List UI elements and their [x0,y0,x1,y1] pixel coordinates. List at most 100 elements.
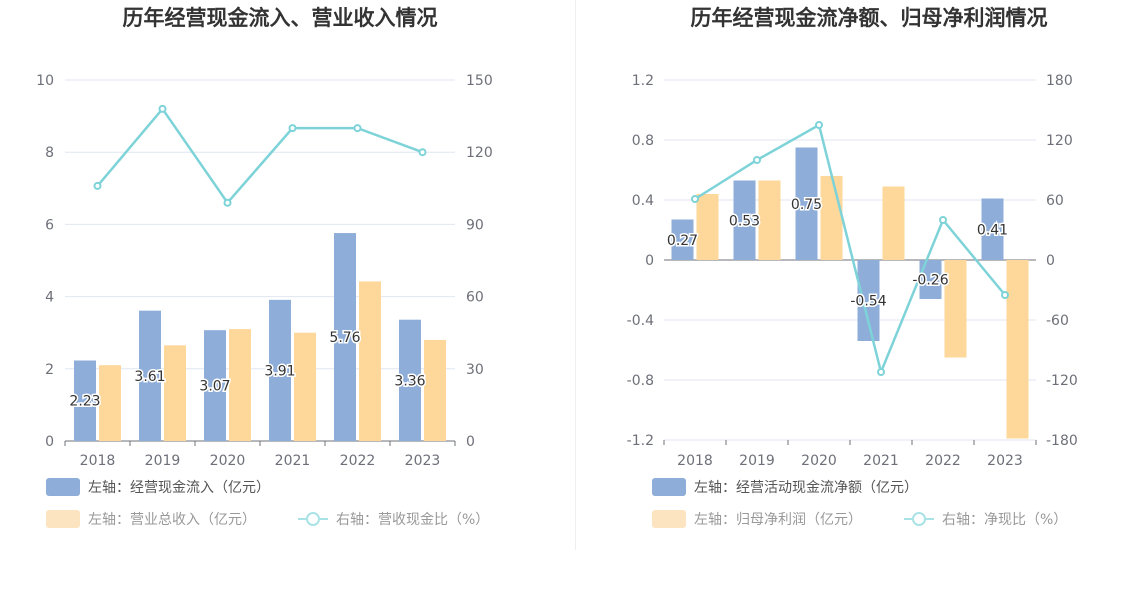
line-point [288,124,297,133]
legend-label-series2: 左轴：归母净利润（亿元） [694,511,862,528]
legend-swatch-series1 [652,478,686,496]
bar-data-label: -0.26 [912,273,948,289]
y-right-tick-label: 150 [466,73,493,89]
legend-marker-series3 [306,512,320,526]
x-tick-label: 2020 [801,453,837,469]
x-tick-label: 2022 [925,453,961,469]
bar-series2 [758,180,781,260]
chart-title: 历年经营现金流入、营业收入情况 [123,6,438,30]
bar-series2 [696,194,719,260]
x-tick-label: 2023 [405,453,441,469]
bar-data-label: 2.23 [69,394,100,410]
bar-data-label: 5.76 [329,330,360,346]
bar-series2 [164,345,186,441]
bar-series1 [795,147,818,260]
bar-data-label: 0.53 [729,213,760,229]
bar-series1 [204,330,226,441]
bar-series1 [74,360,96,441]
x-tick-label: 2018 [80,453,116,469]
y-left-tick-label: 0.8 [632,133,654,149]
bar-data-label: 0.27 [667,233,698,249]
line-point [753,156,761,164]
bar-series1 [671,219,694,260]
y-right-tick-label: 90 [466,217,484,233]
line-point [815,121,823,129]
y-left-tick-label: 1.2 [632,73,654,89]
bar-series1 [269,299,291,441]
line-point [223,198,232,207]
line-series [694,123,1006,377]
bar-data-label: 3.36 [394,373,425,389]
bar-data-label: 3.07 [199,379,230,395]
chart-divider [575,0,576,550]
bar-series2 [944,260,967,358]
y-right-tick-label: 120 [466,145,493,161]
bar-series2 [820,176,843,260]
bar-series1 [919,260,942,299]
y-right-tick-label: 180 [1046,73,1073,89]
bar-series1 [139,310,161,441]
bar-series1 [334,233,356,441]
y-left-tick-label: -1.2 [627,433,654,449]
legend-swatch-series2 [46,510,80,528]
x-tick-label: 2022 [340,453,376,469]
bar-series2 [359,281,381,441]
y-left-tick-label: 0 [645,253,654,269]
bar-series1 [399,319,421,441]
line-point [353,124,362,133]
legend-label-series2: 左轴：营业总收入（亿元） [88,512,256,528]
line-point [1001,291,1009,299]
legend-label-series1: 左轴：经营活动现金流净额（亿元） [694,480,918,496]
y-right-tick-label: -120 [1046,373,1078,389]
bar-data-label: 0.75 [791,197,822,213]
x-tick-label: 2018 [677,453,713,469]
x-tick-label: 2021 [863,453,899,469]
bar-series2 [1006,260,1029,439]
y-left-tick-label: 2 [45,362,54,378]
legend-label-series3: 右轴：净现比（%） [942,512,1067,528]
legend-marker-series3 [912,512,926,526]
bar-series2 [882,186,905,260]
bar-data-label: -0.54 [850,294,886,310]
x-tick-label: 2019 [145,453,181,469]
line-point [691,195,699,203]
line-point [877,368,885,376]
y-left-tick-label: 4 [45,290,54,306]
x-tick-label: 2021 [275,453,311,469]
legend-label-series1: 左轴：经营现金流入（亿元） [88,480,270,496]
bar-series1 [857,260,880,341]
bar-series2 [294,332,316,441]
line-point [418,148,427,157]
y-right-tick-label: -60 [1046,313,1069,329]
y-left-tick-label: 6 [45,217,54,233]
line-series [96,106,423,205]
bar-series2 [99,365,121,441]
legend-swatch-series2 [652,510,686,528]
y-right-tick-label: 60 [1046,193,1064,209]
y-right-tick-label: 120 [1046,133,1073,149]
bar-data-label: 0.41 [977,222,1008,238]
bar-series1 [981,198,1004,260]
legend-label-series3: 右轴：营收现金比（%） [336,512,489,528]
x-tick-label: 2023 [987,453,1023,469]
y-left-tick-label: 8 [45,145,54,161]
bar-data-label: 3.91 [264,363,295,379]
bar-series2 [424,339,446,441]
x-tick-label: 2019 [739,453,775,469]
y-right-tick-label: 60 [466,290,484,306]
y-left-tick-label: 0.4 [632,193,654,209]
chart-cash-inflow-revenue: 历年经营现金流入、营业收入情况 0 2 4 6 8 10 0 30 60 90 120 150 2018 2… [36,6,493,528]
bar-series1 [733,180,756,260]
chart-title: 历年经营现金流净额、归母净利润情况 [691,6,1048,30]
y-right-tick-label: 30 [466,362,484,378]
y-right-tick-label: 0 [466,434,475,450]
x-tick-label: 2020 [210,453,246,469]
bar-series2 [229,329,251,441]
y-left-tick-label: -0.4 [627,313,654,329]
y-left-tick-label: -0.8 [627,373,654,389]
y-right-tick-label: 0 [1046,253,1055,269]
bar-data-label: 3.61 [134,369,165,385]
chart-net-cash-profit: 历年经营现金流净额、归母净利润情况 -1.2 -0.8 -0.4 0 0.4 0.8 1.2 -… [627,6,1078,528]
line-point [93,181,102,190]
